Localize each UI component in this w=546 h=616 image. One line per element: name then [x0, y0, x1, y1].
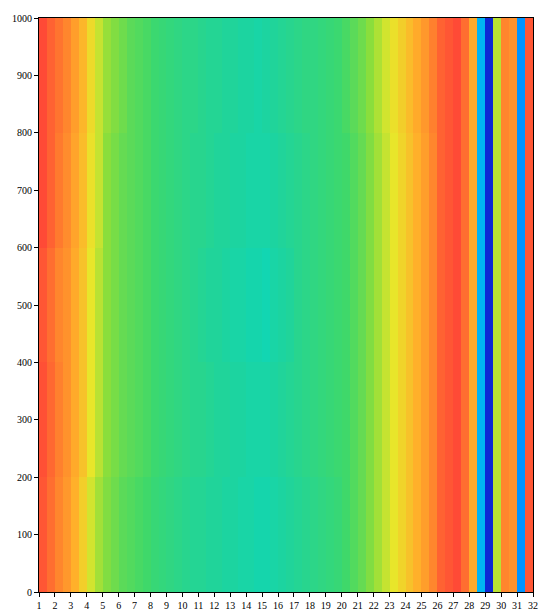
svg-text:3: 3 [68, 600, 73, 611]
svg-text:19: 19 [321, 600, 331, 611]
svg-text:26: 26 [432, 600, 442, 611]
svg-text:8: 8 [148, 600, 153, 611]
svg-text:32: 32 [528, 600, 538, 611]
svg-text:15: 15 [257, 600, 267, 611]
svg-text:30: 30 [496, 600, 506, 611]
svg-text:11: 11 [194, 600, 204, 611]
svg-text:100: 100 [17, 529, 32, 540]
svg-text:20: 20 [337, 600, 347, 611]
svg-text:18: 18 [305, 600, 315, 611]
svg-text:25: 25 [416, 600, 426, 611]
svg-text:200: 200 [17, 472, 32, 483]
svg-text:1: 1 [37, 600, 42, 611]
svg-text:4: 4 [84, 600, 89, 611]
svg-text:900: 900 [17, 70, 32, 81]
svg-text:300: 300 [17, 414, 32, 425]
svg-text:29: 29 [480, 600, 490, 611]
svg-text:5: 5 [100, 600, 105, 611]
svg-text:400: 400 [17, 357, 32, 368]
svg-text:27: 27 [448, 600, 458, 611]
svg-text:23: 23 [385, 600, 395, 611]
svg-text:12: 12 [209, 600, 219, 611]
svg-text:16: 16 [273, 600, 283, 611]
svg-text:14: 14 [241, 600, 251, 611]
svg-text:10: 10 [177, 600, 187, 611]
svg-text:24: 24 [401, 600, 411, 611]
svg-text:700: 700 [17, 185, 32, 196]
svg-text:7: 7 [132, 600, 137, 611]
svg-text:28: 28 [464, 600, 474, 611]
svg-text:2: 2 [52, 600, 57, 611]
svg-text:22: 22 [369, 600, 379, 611]
svg-text:13: 13 [225, 600, 235, 611]
svg-text:31: 31 [512, 600, 522, 611]
svg-text:500: 500 [17, 300, 32, 311]
svg-text:0: 0 [27, 587, 32, 598]
svg-text:1000: 1000 [12, 13, 32, 24]
svg-text:800: 800 [17, 127, 32, 138]
svg-text:600: 600 [17, 242, 32, 253]
svg-text:6: 6 [116, 600, 121, 611]
svg-text:17: 17 [289, 600, 299, 611]
svg-text:21: 21 [353, 600, 363, 611]
svg-text:9: 9 [164, 600, 169, 611]
